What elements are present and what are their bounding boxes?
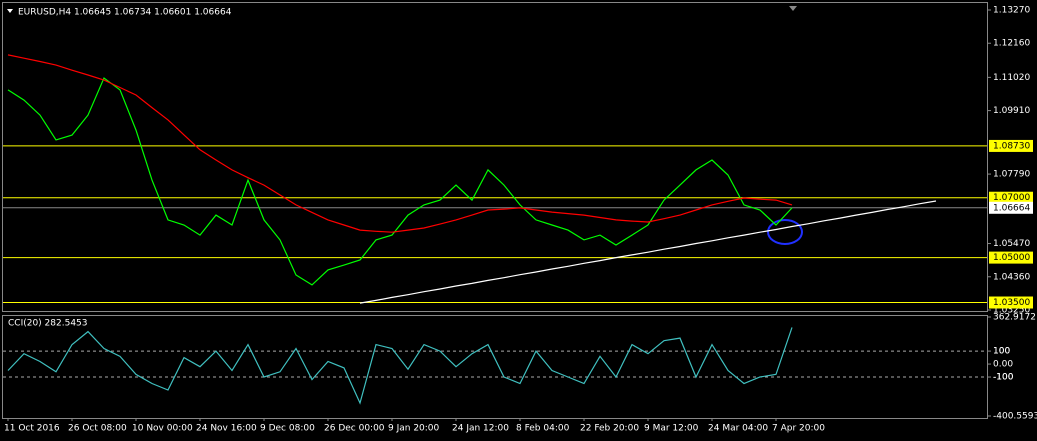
level-label: 1.07000 [993,193,1030,203]
x-tick-label: 7 Apr 20:00 [772,424,825,434]
level-label-box [989,296,1033,309]
series-line [359,200,937,304]
level-label-box [989,191,1033,204]
y-tick-label: 1.03250 [993,306,1030,316]
level-label: 1.05000 [993,253,1030,263]
x-tick-label: 8 Feb 04:00 [516,424,570,434]
highlight-ellipse [767,219,803,245]
x-tick-label: 26 Dec 00:00 [324,424,385,434]
y-tick-label: 1.04360 [993,272,1030,282]
series-line [7,77,793,286]
y-tick-label: 1.07790 [993,170,1030,180]
cci-panel [2,315,988,419]
x-tick-label: 24 Jan 12:00 [452,424,509,434]
y-tick-label: -100 [993,373,1014,383]
y-tick-label: 1.11020 [993,73,1030,83]
y-tick-label: 100 [993,347,1010,357]
x-tick-label: 24 Nov 16:00 [196,424,257,434]
main-panel [2,2,988,312]
x-tick-label: 11 Oct 2016 [4,424,60,434]
series-line [7,327,793,405]
level-label-box [989,139,1033,152]
x-tick-label: 26 Oct 08:00 [68,424,127,434]
y-tick-label: 1.05470 [993,239,1030,249]
level-label-box [989,251,1033,264]
current-price-box [989,201,1033,214]
menu-arrow[interactable] [7,9,13,13]
x-tick-label: 22 Feb 20:00 [580,424,639,434]
indicator-title: CCI(20) 282.5453 [8,319,88,329]
y-tick-label: 1.13270 [993,6,1030,16]
shift-marker [789,6,797,11]
x-tick-label: 9 Mar 12:00 [644,424,699,434]
x-tick-label: 10 Nov 00:00 [132,424,193,434]
y-tick-label: 362.9172 [993,313,1036,323]
x-tick-label: 24 Mar 04:00 [708,424,768,434]
x-tick-label: 9 Dec 08:00 [260,424,315,434]
current-price-label: 1.06664 [993,203,1030,213]
y-tick-label: -400.5593 [993,412,1037,422]
chart-title: EURUSD,H4 1.06645 1.06734 1.06601 1.0666… [18,8,232,18]
level-label: 1.03500 [993,298,1030,308]
level-label: 100 [993,347,1010,357]
x-tick-label: 9 Jan 20:00 [388,424,440,434]
level-label: 1.08730 [993,141,1030,151]
y-tick-label: 1.12160 [993,39,1030,49]
series-line [7,54,793,233]
y-tick-label: 0.00 [993,360,1013,370]
level-label: -100 [993,373,1014,383]
y-tick-label: 1.09910 [993,106,1030,116]
